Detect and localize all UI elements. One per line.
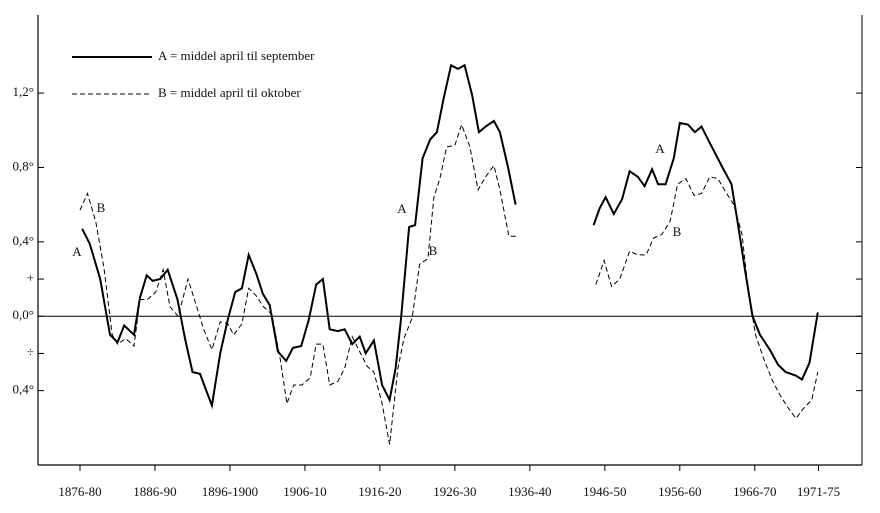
legend-label: A = middel april til september [158, 48, 315, 63]
y-tick-label: 0,8° [13, 158, 34, 173]
x-tick-label: 1906-10 [283, 484, 326, 499]
x-tick-label: 1956-60 [658, 484, 701, 499]
annotation: B [429, 243, 438, 258]
x-tick-label: 1966-70 [733, 484, 776, 499]
x-tick-label: 1926-30 [433, 484, 476, 499]
annotation: B [673, 224, 682, 239]
y-tick-label: ÷ [27, 344, 34, 359]
y-tick-label: + [27, 270, 34, 285]
x-tick-label: 1971-75 [797, 484, 840, 499]
annotation: A [397, 201, 407, 216]
x-tick-label: 1916-20 [358, 484, 401, 499]
x-tick-label: 1936-40 [508, 484, 551, 499]
annotation: A [72, 244, 82, 259]
series-line [81, 63, 819, 410]
y-tick-label: 0,0° [13, 307, 34, 322]
annotation: B [97, 200, 106, 215]
y-tick-label: 1,2° [13, 84, 34, 99]
series-line [79, 123, 819, 445]
x-tick-label: 1946-50 [583, 484, 626, 499]
x-tick-label: 1886-90 [133, 484, 176, 499]
y-tick-label: 0,4° [13, 233, 34, 248]
x-tick-label: 1876-80 [58, 484, 101, 499]
y-tick-label: 0,4° [13, 382, 34, 397]
annotation: A [655, 141, 665, 156]
legend-label: B = middel april til oktober [158, 85, 301, 100]
x-tick-label: 1896-1900 [202, 484, 258, 499]
